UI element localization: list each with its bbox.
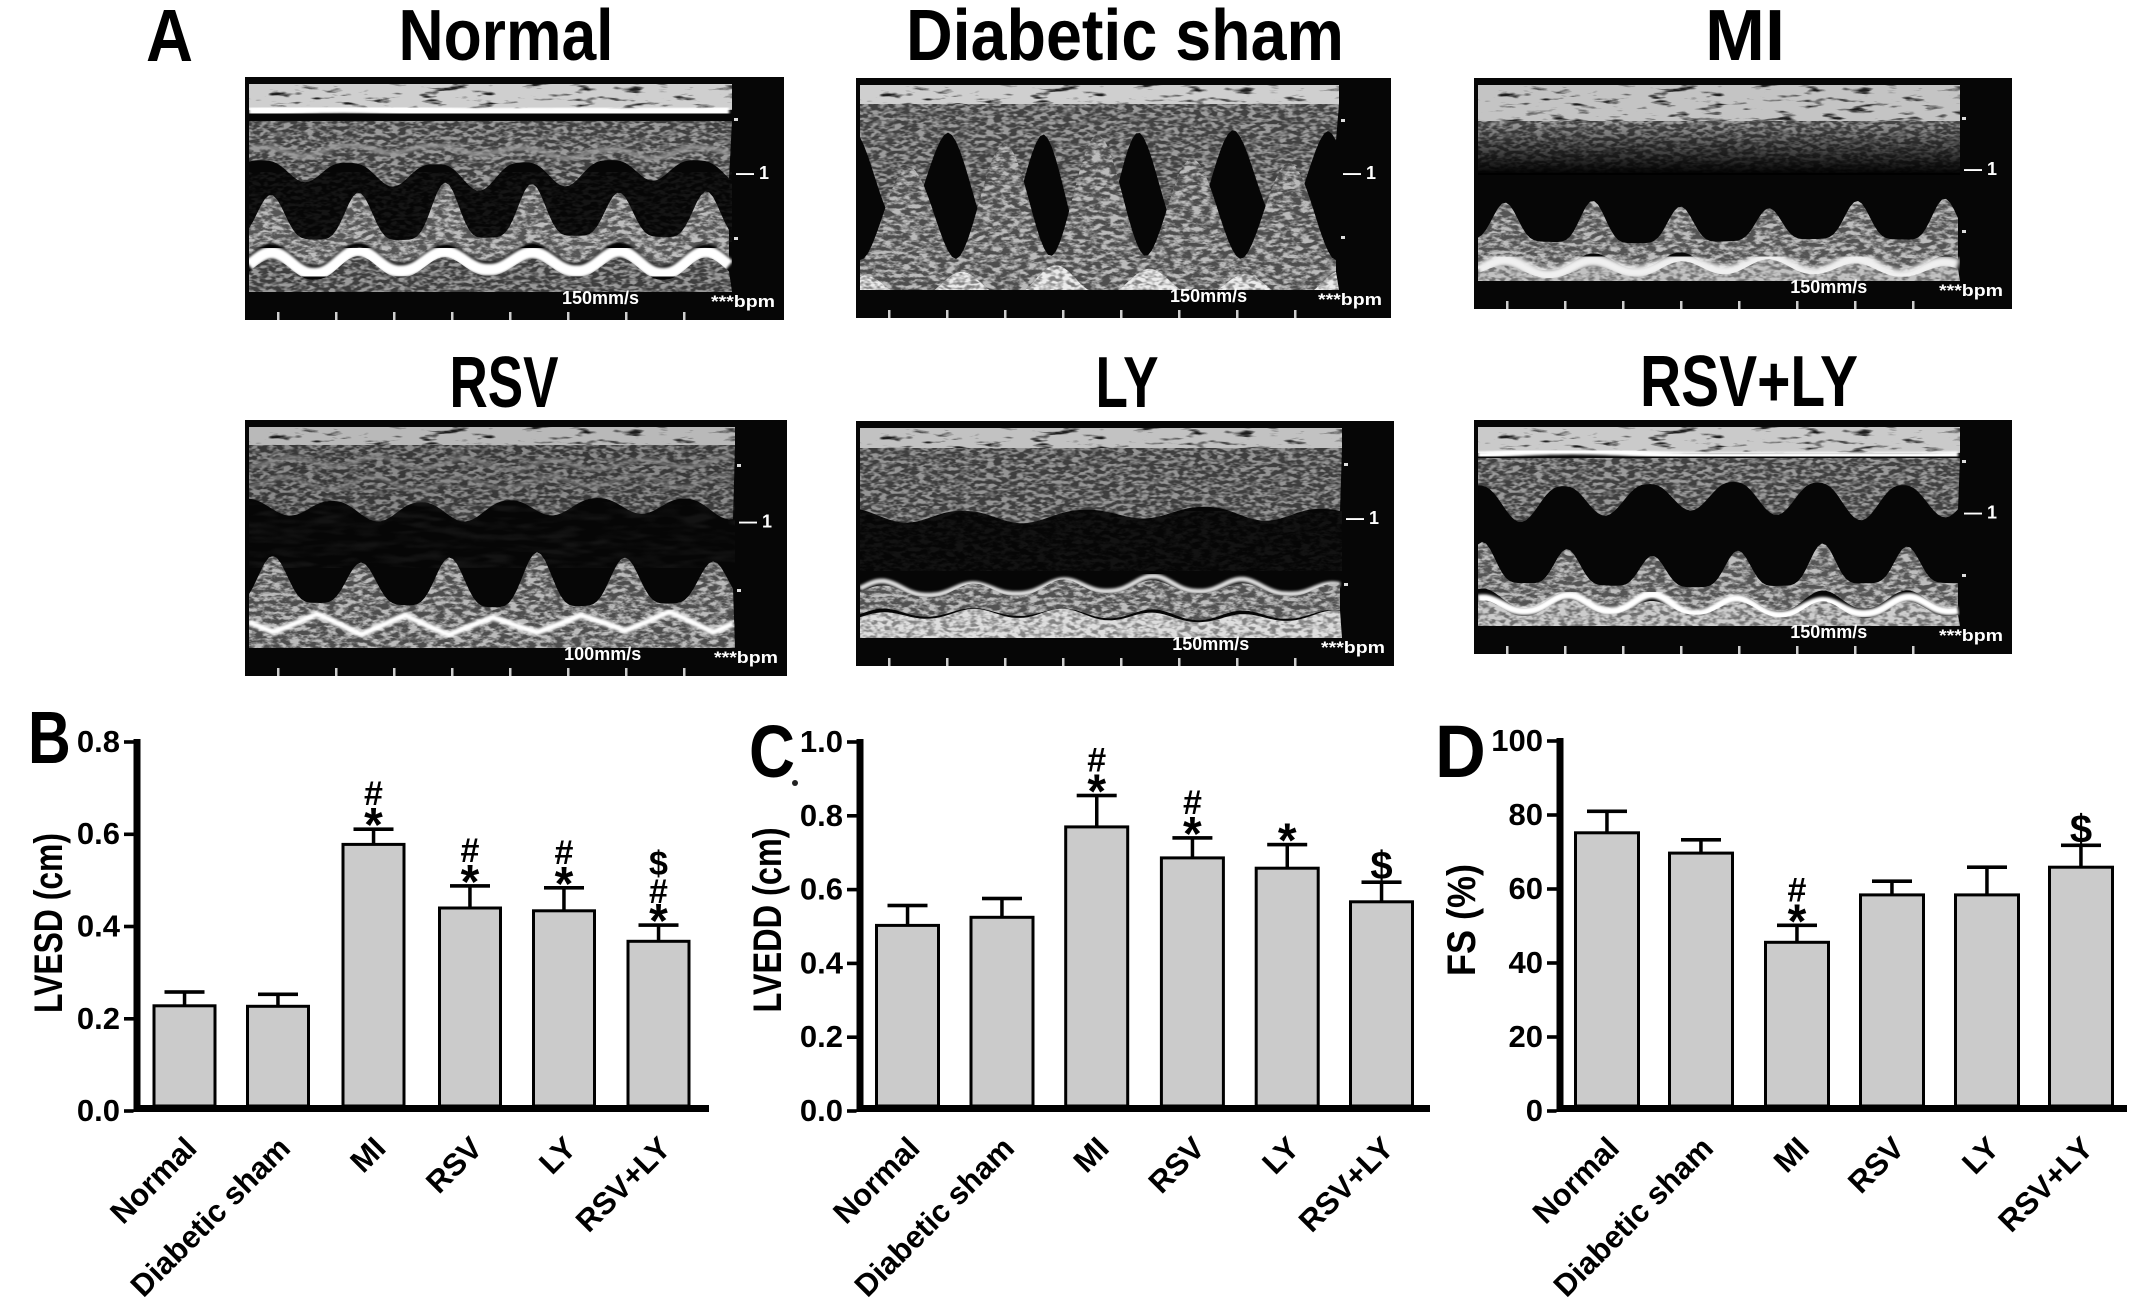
svg-text:— 1: — 1 [1964, 502, 1997, 522]
svg-text:D: D [1435, 711, 1486, 793]
svg-text:B: B [28, 697, 71, 780]
svg-text:150mm/s: 150mm/s [1790, 277, 1867, 297]
svg-text:#: # [461, 832, 480, 870]
svg-text:LVEDD (cm): LVEDD (cm) [746, 828, 790, 1013]
svg-text:*: * [364, 799, 383, 852]
svg-text:0.0: 0.0 [77, 1093, 120, 1128]
svg-text:100mm/s: 100mm/s [564, 644, 641, 664]
svg-text:*: * [1183, 808, 1202, 861]
svg-text:0.4: 0.4 [800, 945, 844, 980]
svg-text:40: 40 [1509, 945, 1543, 980]
svg-text:#: # [1788, 871, 1807, 909]
svg-text:***bpm: ***bpm [1321, 638, 1385, 657]
svg-text:— 1: — 1 [739, 512, 772, 532]
svg-text:LVESD (cm): LVESD (cm) [27, 833, 71, 1013]
svg-text:0.2: 0.2 [800, 1019, 843, 1054]
svg-text:RSV+LY: RSV+LY [1640, 342, 1858, 422]
svg-text:80: 80 [1509, 797, 1543, 832]
svg-text:A: A [146, 0, 193, 77]
svg-text:*: * [555, 858, 574, 911]
svg-text:*: * [649, 895, 668, 948]
svg-text:150mm/s: 150mm/s [1170, 286, 1247, 306]
svg-text:1.0: 1.0 [800, 724, 843, 759]
svg-text:150mm/s: 150mm/s [1790, 622, 1867, 642]
svg-text:20: 20 [1509, 1019, 1543, 1054]
svg-text:***bpm: ***bpm [1318, 290, 1382, 309]
svg-text:RSV: RSV [450, 343, 559, 423]
svg-text:Normal: Normal [399, 0, 614, 76]
svg-text:150mm/s: 150mm/s [562, 288, 639, 308]
svg-text:MI: MI [1705, 0, 1785, 76]
svg-text:— 1: — 1 [1343, 163, 1376, 183]
svg-text:#: # [649, 873, 668, 911]
svg-text:#: # [555, 834, 574, 872]
svg-text:0.8: 0.8 [800, 798, 843, 833]
svg-text:100: 100 [1491, 723, 1543, 758]
svg-text:***bpm: ***bpm [711, 292, 775, 311]
svg-text:0.4: 0.4 [77, 909, 121, 944]
svg-text:0: 0 [1526, 1093, 1543, 1128]
svg-text:— 1: — 1 [1964, 159, 1997, 179]
svg-text:— 1: — 1 [1346, 508, 1379, 528]
svg-text:*: * [1788, 895, 1807, 948]
svg-text:C: C [749, 711, 795, 794]
svg-text:*: * [1278, 815, 1297, 868]
svg-text:FS (%): FS (%) [1440, 864, 1484, 976]
svg-text:*: * [1087, 766, 1106, 819]
svg-text:LY: LY [1096, 343, 1159, 423]
svg-text:#: # [364, 775, 383, 813]
svg-text:#: # [1183, 784, 1202, 822]
svg-text:$: $ [2070, 807, 2092, 851]
svg-text:$: $ [649, 845, 668, 883]
svg-text:0.8: 0.8 [77, 724, 120, 759]
svg-text:0.6: 0.6 [800, 872, 843, 907]
svg-text:#: # [1087, 742, 1106, 780]
svg-text:***bpm: ***bpm [1939, 626, 2003, 645]
svg-text:0.2: 0.2 [77, 1001, 120, 1036]
svg-text:***bpm: ***bpm [714, 648, 778, 667]
svg-text:$: $ [1370, 844, 1392, 888]
svg-text:— 1: — 1 [736, 163, 769, 183]
svg-text:Diabetic sham: Diabetic sham [906, 0, 1344, 76]
svg-text:*: * [461, 856, 480, 909]
svg-text:60: 60 [1509, 871, 1543, 906]
svg-text:0.0: 0.0 [800, 1093, 843, 1128]
svg-text:***bpm: ***bpm [1939, 281, 2003, 300]
svg-text:150mm/s: 150mm/s [1172, 634, 1249, 654]
svg-text:0.6: 0.6 [77, 816, 120, 851]
